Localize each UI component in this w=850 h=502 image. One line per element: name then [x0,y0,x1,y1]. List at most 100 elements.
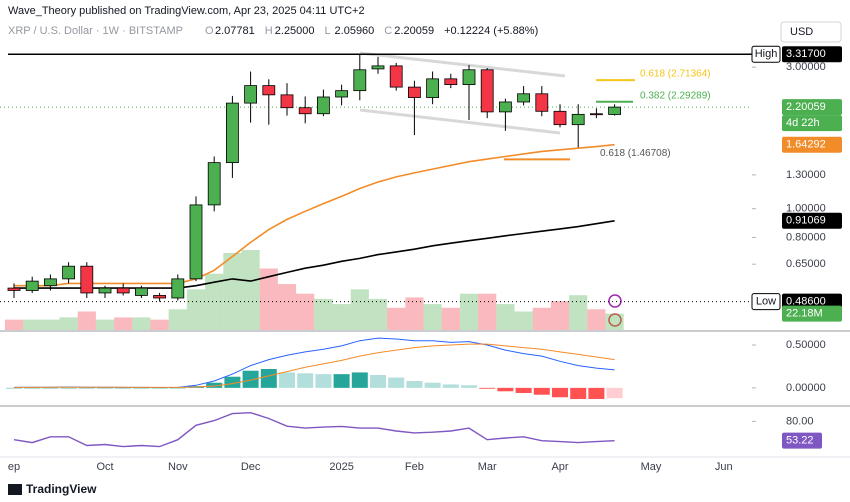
histogram-bar [515,387,532,393]
event-icon[interactable] [608,294,622,308]
volume-bar [277,284,297,330]
price-tag-box [751,293,781,311]
volume-bar [114,317,133,330]
histogram-bar [24,387,41,389]
volume-bar [23,319,42,330]
price-label-box [782,212,842,229]
histogram-bar [442,384,459,388]
histogram-bar [424,382,441,388]
candle-body [298,107,312,115]
volume-bar [569,295,588,330]
histogram-bar [151,387,168,389]
candle-body [389,65,403,88]
publish-note: Wave_Theory published on TradingView.com… [8,5,365,17]
x-tick-label: Apr [551,461,568,473]
currency[interactable]: USD [790,26,813,38]
candle-body [462,69,476,86]
volume-bar [514,311,533,330]
volume-bar [77,311,96,330]
histogram-bar [133,387,150,389]
histogram-bar [224,376,241,388]
volume-bar [186,289,206,330]
histogram-bar [97,387,113,389]
price-change: +0.12224 (+5.88%) [444,25,538,37]
histogram-bar [388,377,405,388]
brand-logo [8,484,22,495]
volume-bar [550,301,570,330]
price-label: 3.31700 [786,48,826,60]
volume-label: 22.18M [786,307,823,319]
ohlc-value: 2.20059 [394,25,434,37]
histogram-bar [461,385,477,388]
volume-label-box [782,305,842,322]
histogram-bar [78,387,95,389]
histogram-bar [570,387,587,399]
y-tick-label: 0.80000 [786,231,826,243]
fib-label: 0.618 (1.46708) [600,148,671,159]
y-tick-label: 0.00000 [786,382,826,394]
volume-bar [296,293,315,330]
price-tag: High [755,48,778,60]
countdown: 4d 22h [786,117,820,129]
volume-bar [259,268,278,330]
histogram-bar [406,381,423,388]
volume-bar [605,313,624,330]
volume-bar [241,250,260,330]
volume-bar [223,252,242,330]
candle-body [134,287,148,296]
ohlc-key: C [384,25,392,37]
histogram-bar [606,387,623,399]
histogram-bar [279,372,295,388]
candle-body [225,102,239,164]
ohlc-value: 2.07781 [215,25,255,37]
candle-body [480,69,494,113]
histogram-bar [6,387,22,389]
x-tick-label: Oct [96,461,113,473]
series-line [14,220,615,289]
x-tick-label: Jun [715,461,733,473]
candle-body [590,113,603,116]
brand: TradingView [26,482,97,496]
x-tick-label: Mar [478,461,497,473]
histogram-bar [497,387,514,392]
candle-body [44,278,57,287]
channel-line [359,108,561,135]
volume-bar [205,273,224,330]
volume-bar [532,307,551,330]
candle-body [98,287,112,294]
last-value: 53.22 [786,435,814,447]
candle-body [498,101,512,113]
series-line [14,343,615,388]
ohlc-value: 2.05960 [335,25,375,37]
x-tick-label: May [641,461,662,473]
y-tick-label: 1.30000 [786,169,826,181]
volume-bar [423,304,442,330]
event-icon[interactable] [608,313,622,327]
countdown-box [782,115,842,132]
volume-bar [441,307,460,330]
histogram-bar [333,374,350,388]
volume-bar [587,309,606,330]
volume-bar [59,317,78,330]
ohlc-key: L [325,25,331,37]
channel-line [359,51,566,78]
candle-body [608,106,621,115]
price-label: 0.91069 [786,215,826,227]
price-label-box [782,136,842,153]
currency-box[interactable] [780,21,842,43]
histogram-bar [42,387,59,389]
volume-bar [41,319,60,330]
candle-body [7,287,21,291]
volume-bar [150,319,169,330]
histogram-bar [588,387,605,399]
y-tick-label: 80.00 [786,415,814,427]
x-tick-label: Dec [241,461,261,473]
candle-body [244,85,258,104]
candle-body [189,204,203,280]
price-label: 1.64292 [786,139,826,151]
candle-body [207,162,221,206]
price-label: 2.20059 [786,101,826,113]
x-tick-label: ep [8,461,20,473]
volume-bar [350,289,369,330]
